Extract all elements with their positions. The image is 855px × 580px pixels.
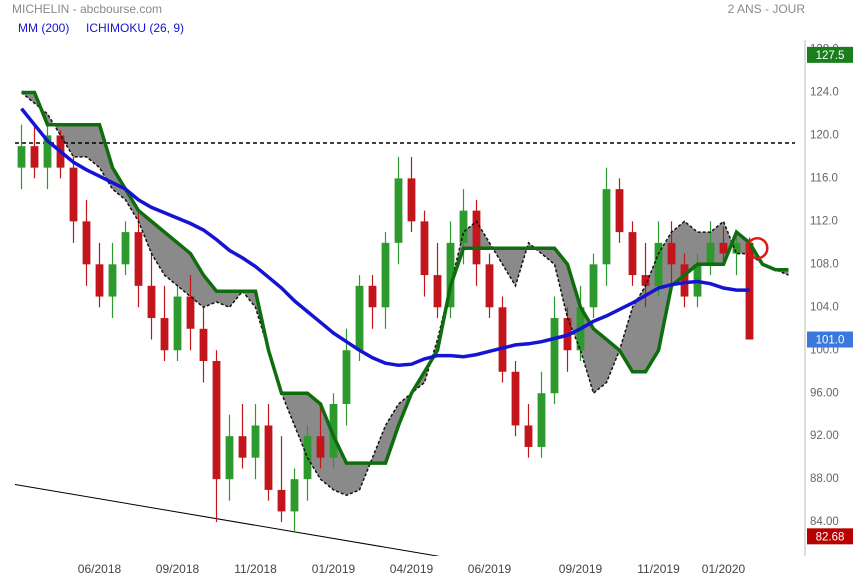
candle-body (446, 242, 455, 308)
legend-entry: ICHIMOKU (26, 9) (86, 21, 184, 35)
highlight-circle (746, 236, 769, 260)
candle-body (342, 350, 351, 404)
candle-body (654, 242, 663, 286)
candle-body (212, 361, 221, 480)
y-tick-label: 108.0 (810, 258, 839, 270)
y-tick-label: 112.0 (810, 215, 838, 227)
x-tick-label: 01/2019 (312, 562, 356, 576)
candle-body (537, 393, 546, 447)
x-tick-label: 06/2019 (468, 562, 512, 576)
candle-body (355, 285, 364, 351)
y-tick-label: 88.00 (810, 473, 839, 485)
y-tick-label: 104.0 (810, 301, 839, 313)
candle-body (407, 178, 416, 222)
trendline (14, 484, 441, 556)
ichimoku-cloud (21, 92, 789, 496)
period-label: 2 ANS - JOUR (728, 2, 806, 16)
candle-body (472, 210, 481, 265)
candle-body (69, 167, 78, 222)
y-tick-label: 124.0 (810, 86, 839, 98)
moving-average (20, 107, 750, 368)
legend-entry: MM (200) (18, 21, 69, 35)
y-tick-label: 84.00 (810, 516, 839, 528)
price-badge (807, 528, 853, 545)
candle-body (277, 489, 286, 512)
candle-body (147, 285, 156, 319)
candle-body (420, 221, 429, 276)
y-tick-label: 92.00 (810, 430, 839, 442)
candle-body (524, 425, 533, 447)
candle-body (82, 221, 91, 265)
y-tick-label: 96.00 (810, 387, 839, 399)
x-tick-label: 09/2018 (156, 562, 200, 576)
price-badge-label: 82.68 (816, 531, 845, 543)
candle-body (732, 242, 741, 254)
candle-body (30, 146, 39, 168)
candle-body (251, 425, 260, 458)
candle-body (95, 264, 104, 297)
candle-body (134, 232, 143, 286)
candle-body (615, 189, 624, 233)
price-badge-label: 127.5 (816, 50, 845, 62)
candle-body (199, 328, 208, 362)
candle-body (433, 275, 442, 308)
candle-body (589, 264, 598, 308)
candle-body (173, 296, 182, 351)
price-badge (807, 46, 853, 63)
candle-body (550, 318, 559, 394)
x-tick-label: 09/2019 (559, 562, 603, 576)
candle-body (511, 371, 520, 426)
candle-body (329, 403, 338, 458)
candle-body (680, 264, 689, 297)
candle-body (290, 479, 299, 512)
price-badge (807, 331, 853, 348)
candle-body (394, 178, 403, 243)
candle-body (186, 296, 195, 329)
candle-body (628, 232, 637, 276)
candle-body (43, 135, 52, 168)
span-a (21, 90, 789, 465)
plot-area (14, 90, 795, 556)
candle-body (225, 436, 234, 480)
x-tick-label: 11/2019 (637, 562, 680, 576)
candle-body (381, 242, 390, 308)
chart-title: MICHELIN - abcbourse.com (12, 2, 162, 16)
candle-body (238, 436, 247, 458)
price-badge-label: 101.0 (816, 335, 845, 347)
candle-body (485, 264, 494, 308)
x-tick-label: 11/2018 (234, 562, 277, 576)
candle-body (264, 425, 273, 490)
candle-body (121, 232, 130, 265)
candle-body (667, 242, 676, 265)
candle-body (459, 210, 468, 243)
x-tick-label: 04/2019 (390, 562, 434, 576)
candle-body (368, 285, 377, 308)
x-tick-label: 01/2020 (702, 562, 746, 576)
candle-body (316, 436, 325, 458)
y-tick-label: 116.0 (810, 172, 838, 184)
candle-body (108, 264, 117, 297)
candle-body (641, 275, 650, 286)
x-tick-label: 06/2018 (78, 562, 122, 576)
candle-body (706, 242, 715, 265)
candle-body (498, 307, 507, 372)
y-tick-label: 120.0 (810, 129, 839, 141)
candle-body (602, 189, 611, 265)
candle-body (17, 146, 26, 168)
candle-body (719, 242, 728, 254)
candle-body (160, 318, 169, 351)
span-b (21, 91, 789, 497)
